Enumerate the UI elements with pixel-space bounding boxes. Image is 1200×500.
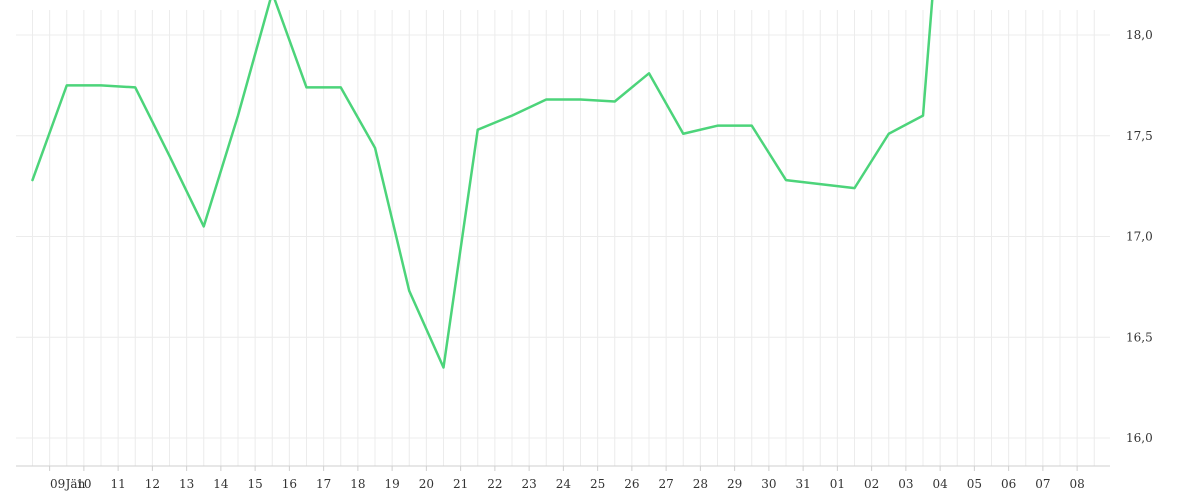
x-tick-label: 20 [419,477,434,491]
x-tick-label: 12 [145,477,160,491]
x-tick-label: 18 [350,477,365,491]
x-tick-label: 13 [179,477,194,491]
x-axis-ticks: 09 10 11 12 13 14 15 16 17 18 19 20 21 22 23 24 25 26 27 28… [49,466,1085,491]
series-line [31,0,934,369]
y-tick-label: 17,5 [1126,129,1153,143]
x-tick-label: 26 [624,477,639,491]
x-tick-label: 31 [795,477,810,491]
x-tick-label: 17 [316,477,331,491]
x-tick-label: 15 [247,477,262,491]
x-tick-label: 06 [1001,477,1016,491]
x-tick-label: 24 [556,477,572,491]
x-tick-label: 28 [693,477,708,491]
y-tick-label: 16,5 [1126,330,1153,344]
x-tick-label: 23 [521,477,536,491]
y-tick-label: 16,0 [1126,431,1153,445]
x-tick-label: 02 [864,477,879,491]
x-tick-label: 08 [1069,477,1084,491]
x-tick-label: 09 [50,477,65,491]
x-tick-label: 27 [658,477,673,491]
x-tick-label: 16 [282,477,297,491]
x-tick-label: 10 [76,477,91,491]
x-tick-label: 19 [384,477,399,491]
x-tick-label: 07 [1035,477,1050,491]
x-tick-label: 05 [967,477,982,491]
x-tick-label: 01 [830,477,845,491]
x-tick-label: 11 [110,477,125,491]
x-tick-label: 30 [761,477,776,491]
x-tick-label: 29 [727,477,742,491]
y-tick-label: 18,0 [1126,28,1153,42]
x-grid [32,10,1095,466]
x-tick-label: 03 [898,477,913,491]
y-tick-label: 17,0 [1126,230,1153,244]
y-axis-ticks: 16,016,517,017,518,018,519,019,520,0 [1126,28,1153,445]
x-tick-label: 25 [590,477,605,491]
x-tick-label: 04 [932,477,948,491]
y-grid [16,34,1110,439]
x-tick-label: 14 [213,477,229,491]
series-group [31,0,934,369]
x-tick-label: 22 [487,477,502,491]
x-tick-label-month: Jän [64,477,86,491]
x-tick-label: 21 [453,477,468,491]
